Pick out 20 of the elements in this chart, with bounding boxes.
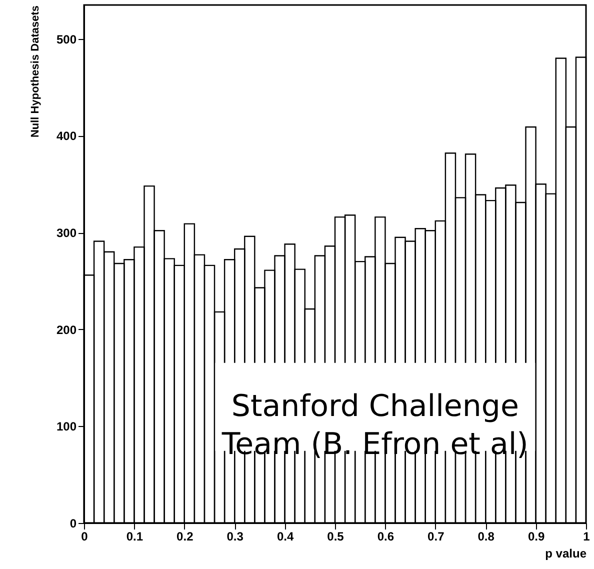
x-tick-label: 0.4	[276, 530, 294, 544]
x-tick-label: 0.7	[428, 530, 445, 544]
x-tick-label: 1	[583, 530, 590, 544]
x-tick-label: 0.3	[226, 530, 244, 544]
y-tick-label: 200	[56, 322, 77, 337]
x-tick-label: 0.6	[377, 530, 394, 544]
annotation: Stanford Challenge Team (B. Efron et al)	[220, 388, 528, 462]
y-tick-label: 100	[56, 420, 77, 434]
y-tick-label: 0	[70, 516, 77, 530]
x-tick-label: 0.9	[528, 530, 545, 544]
x-tick-label: 0.5	[327, 530, 344, 544]
y-tick-label: 400	[56, 129, 77, 144]
x-tick-label: 0.8	[478, 530, 495, 544]
x-tick-label: 0.1	[126, 530, 144, 544]
y-tick-label: 500	[56, 32, 77, 46]
y-axis-title: Null Hypothesis Datasets	[29, 6, 42, 138]
x-tick-label: 0	[81, 530, 88, 544]
x-axis-title: p value	[545, 546, 587, 560]
x-tick-label: 0.2	[176, 530, 194, 544]
y-tick-label: 300	[56, 226, 77, 240]
